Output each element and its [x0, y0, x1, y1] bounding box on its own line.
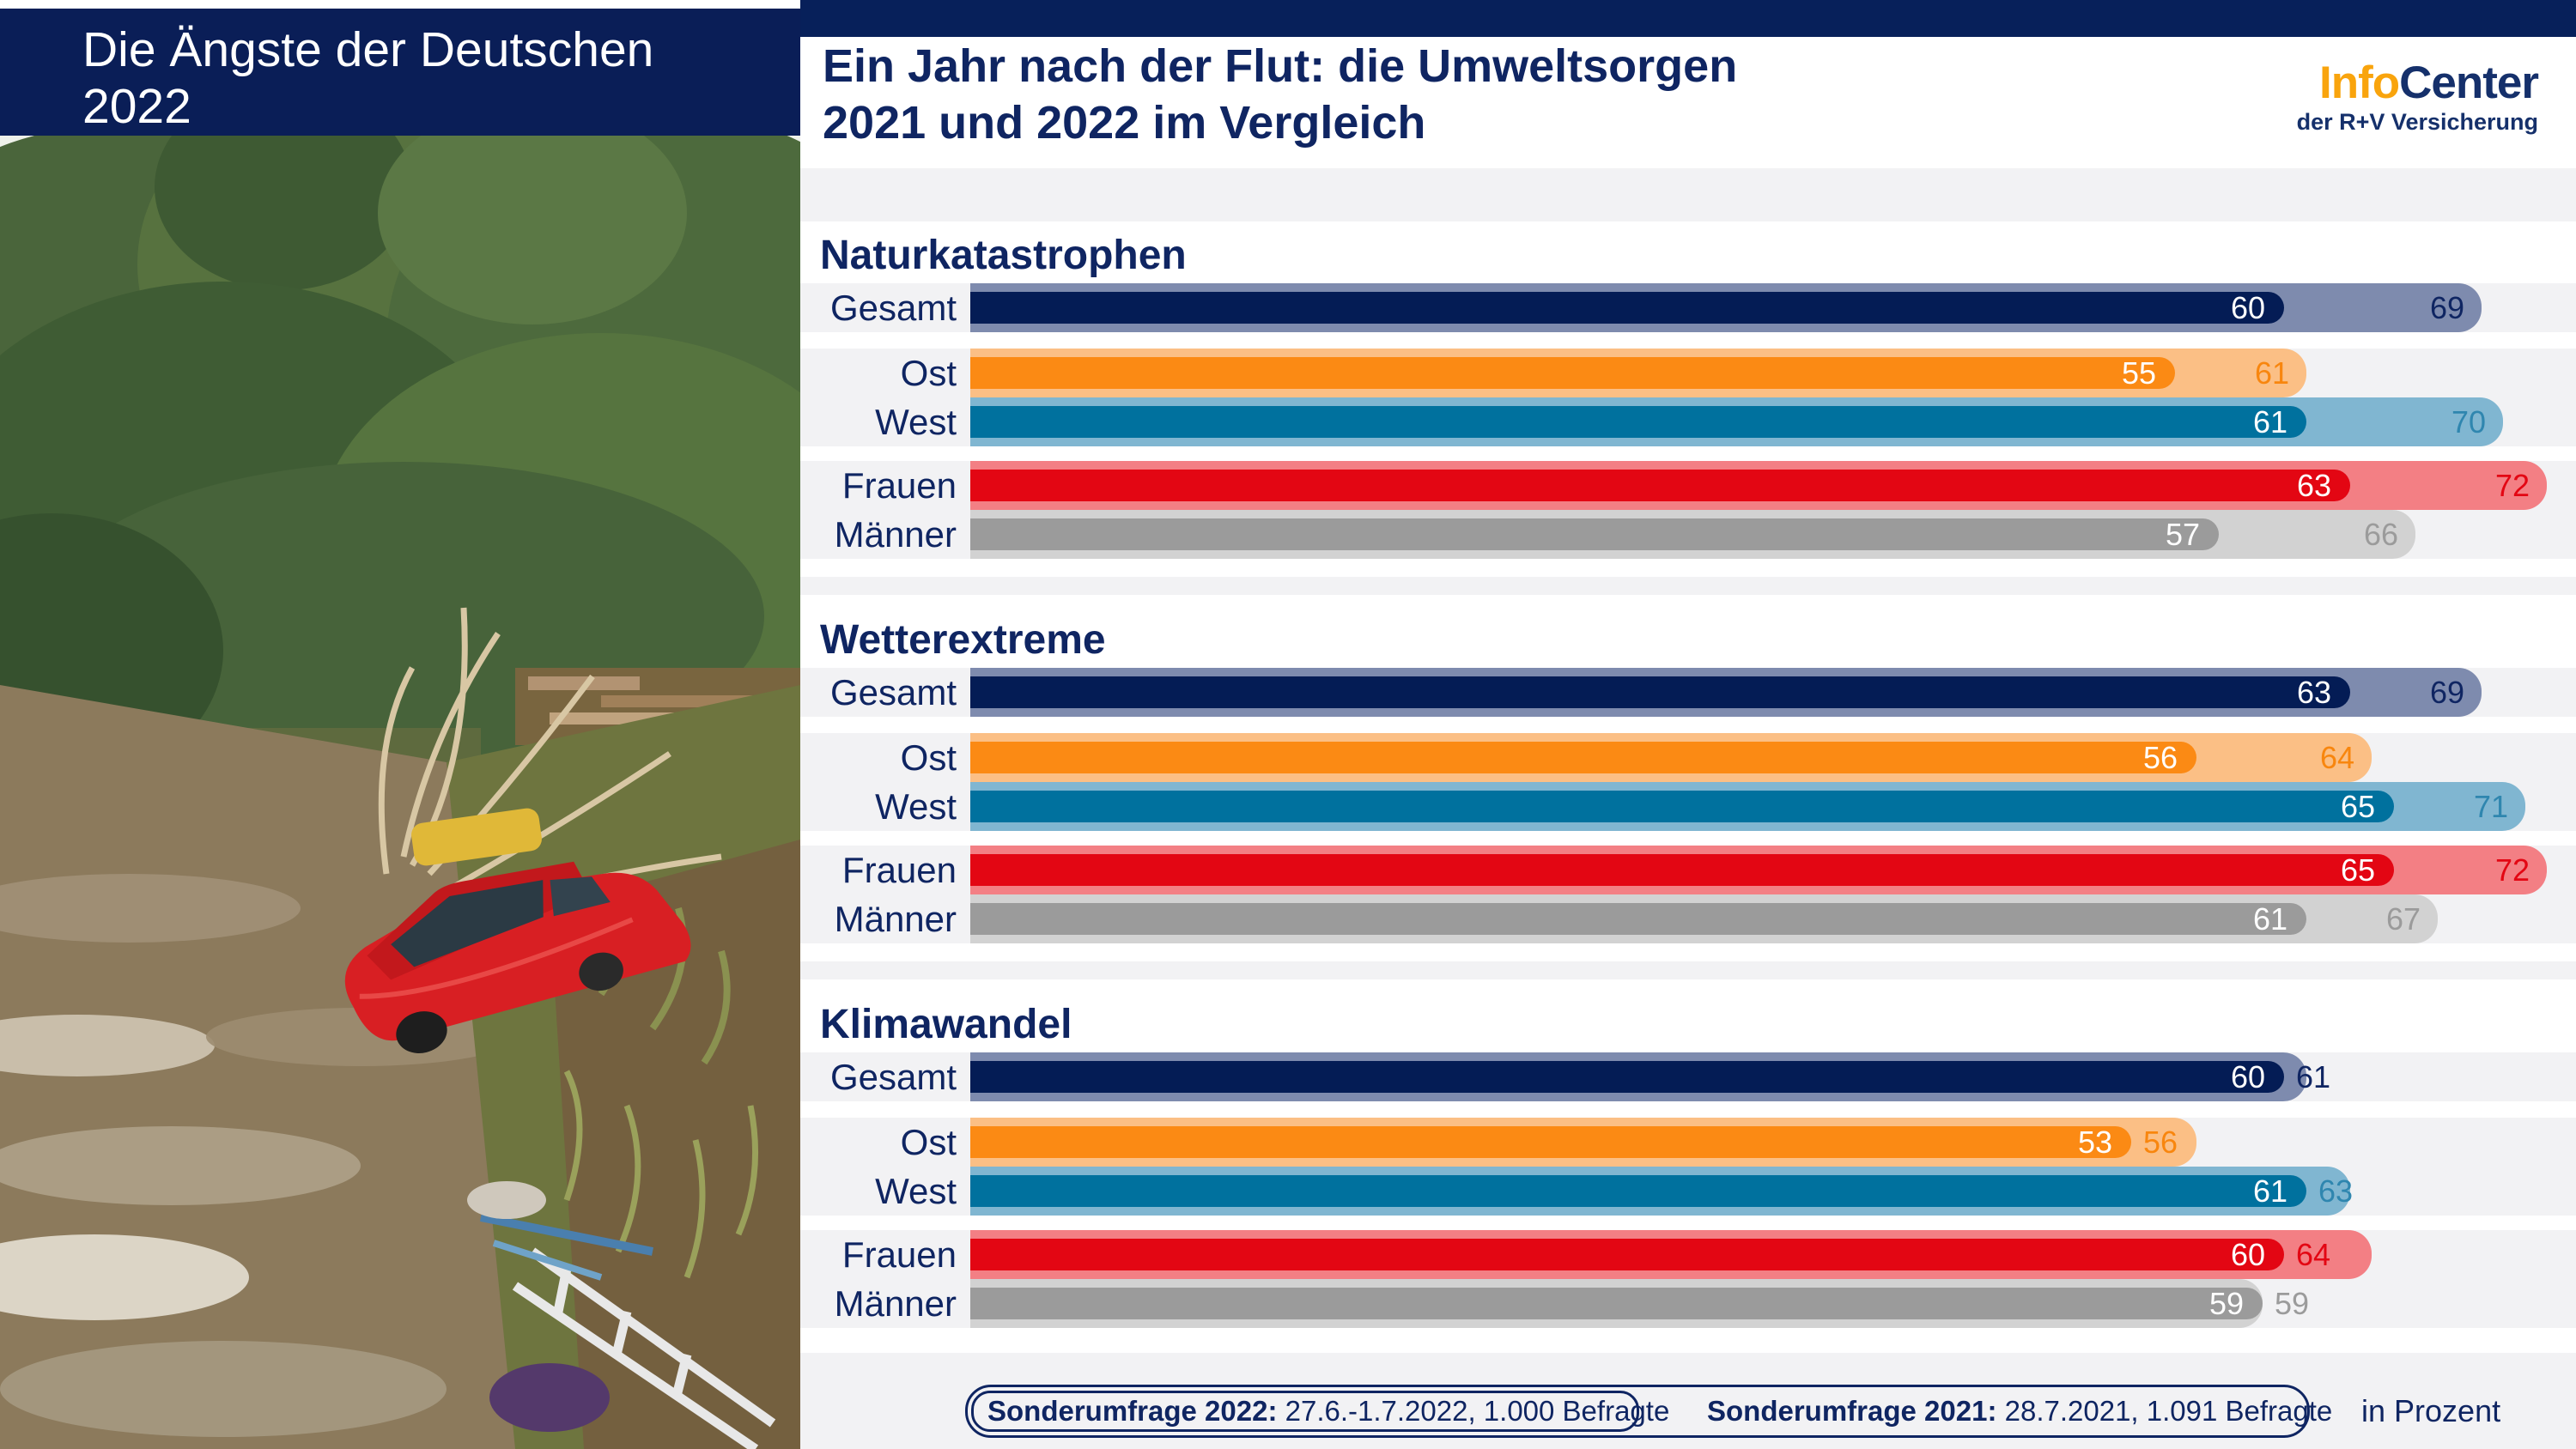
value-2022: 65 — [2340, 852, 2375, 888]
row-label: Gesamt — [829, 1057, 957, 1097]
infocenter-wordmark: InfoCenter — [2104, 58, 2539, 108]
row-label: Ost — [900, 1122, 957, 1162]
value-2021: 61 — [2254, 355, 2289, 391]
survey-info-box — [965, 1385, 2310, 1438]
infocenter-logo: InfoCenter der R+V Versicherung — [2104, 58, 2539, 135]
bar-2022 — [970, 903, 2306, 935]
row-label: Männer — [834, 514, 957, 555]
row-label: Frauen — [841, 465, 957, 506]
flood-photo-illustration — [0, 136, 800, 1449]
value-2021: 67 — [2385, 901, 2421, 937]
value-2022: 63 — [2296, 468, 2331, 503]
value-2021: 64 — [2296, 1237, 2331, 1272]
logo-center: Center — [2399, 58, 2539, 108]
value-2021: 56 — [2143, 1125, 2178, 1160]
page-title: Ein Jahr nach der Flut: die Umweltsorgen… — [823, 38, 1737, 151]
value-2022: 65 — [2340, 789, 2375, 824]
bar-2022 — [970, 791, 2394, 822]
bar-2022 — [970, 518, 2219, 550]
value-2021: 71 — [2473, 789, 2508, 824]
bar-2022 — [970, 406, 2306, 438]
separator-band — [800, 961, 2576, 979]
section-title: Naturkatastrophen — [820, 233, 1187, 278]
value-2021: 72 — [2494, 852, 2530, 888]
bar-2022 — [970, 1288, 2263, 1319]
value-2022: 60 — [2230, 290, 2265, 325]
value-2021: 70 — [2451, 404, 2486, 440]
page-title-line1: Ein Jahr nach der Flut: die Umweltsorgen — [823, 40, 1738, 92]
bar-2022 — [970, 676, 2350, 708]
row-label: West — [875, 786, 957, 827]
row-label: Männer — [834, 899, 957, 939]
row-label: Frauen — [841, 1234, 957, 1275]
value-2022: 59 — [2208, 1286, 2244, 1321]
title-banner: Die Ängste der Deutschen 2022 — [0, 9, 800, 136]
value-2021: 63 — [2318, 1173, 2354, 1209]
bar-2022 — [970, 470, 2350, 501]
row-label: Männer — [834, 1283, 957, 1324]
row-label: Gesamt — [829, 672, 957, 712]
bar-2022 — [970, 742, 2196, 773]
flood-photo — [0, 136, 800, 1449]
banner-title-line2: 2022 — [82, 79, 191, 134]
value-2021: 61 — [2296, 1059, 2331, 1094]
value-2022: 55 — [2121, 355, 2156, 391]
bar-2022 — [970, 1126, 2131, 1158]
survey-2021-label: Sonderumfrage 2021: — [1707, 1395, 1997, 1427]
value-2021: 69 — [2429, 675, 2464, 710]
value-2022: 60 — [2230, 1237, 2265, 1272]
bar-2022 — [970, 1239, 2284, 1270]
value-2022: 61 — [2252, 901, 2287, 937]
value-2021: 66 — [2363, 517, 2398, 552]
value-2022: 53 — [2077, 1125, 2112, 1160]
value-2022: 61 — [2252, 1173, 2287, 1209]
value-2022: 56 — [2142, 740, 2178, 775]
bar-2022 — [970, 1175, 2306, 1207]
survey-2021-text: Sonderumfrage 2021: 28.7.2021, 1.091 Bef… — [1707, 1385, 2332, 1438]
bar-2022 — [970, 854, 2394, 886]
row-label: Gesamt — [829, 288, 957, 328]
bar-2022 — [970, 1061, 2284, 1093]
row-label: West — [875, 402, 957, 442]
row-label: Frauen — [841, 850, 957, 890]
value-2021: 72 — [2494, 468, 2530, 503]
logo-info: Info — [2318, 58, 2400, 108]
footer-band — [800, 1353, 2576, 1449]
value-2022: 60 — [2230, 1059, 2265, 1094]
survey-2022-box: Sonderumfrage 2022: 27.6.-1.7.2022, 1.00… — [971, 1391, 1669, 1432]
row-label: West — [875, 1171, 957, 1211]
section-title: Klimawandel — [820, 1002, 1072, 1047]
value-2022: 61 — [2252, 404, 2287, 440]
survey-2022-detail: 27.6.-1.7.2022, 1.000 Befragte — [1277, 1395, 1670, 1427]
value-2021: 64 — [2319, 740, 2354, 775]
value-2021: 69 — [2429, 290, 2464, 325]
page-title-line2: 2021 und 2022 im Vergleich — [823, 97, 1426, 149]
bar-2022 — [970, 357, 2175, 389]
value-2022: 63 — [2296, 675, 2331, 710]
separator-band — [800, 168, 2576, 221]
section-title: Wetterextreme — [820, 617, 1106, 663]
top-navy-strip — [800, 0, 2576, 37]
survey-2022-label: Sonderumfrage 2022: — [987, 1395, 1278, 1427]
survey-2021-detail: 28.7.2021, 1.091 Befragte — [1996, 1395, 2333, 1427]
bar-2022 — [970, 292, 2284, 324]
row-label: Ost — [900, 353, 957, 393]
separator-band — [800, 577, 2576, 595]
unit-note: in Prozent — [2361, 1393, 2501, 1428]
banner-title-line1: Die Ängste der Deutschen — [82, 22, 654, 77]
row-label: Ost — [900, 737, 957, 778]
value-2022: 57 — [2165, 517, 2200, 552]
value-2021: 59 — [2275, 1286, 2310, 1321]
logo-subtitle: der R+V Versicherung — [2296, 109, 2538, 135]
